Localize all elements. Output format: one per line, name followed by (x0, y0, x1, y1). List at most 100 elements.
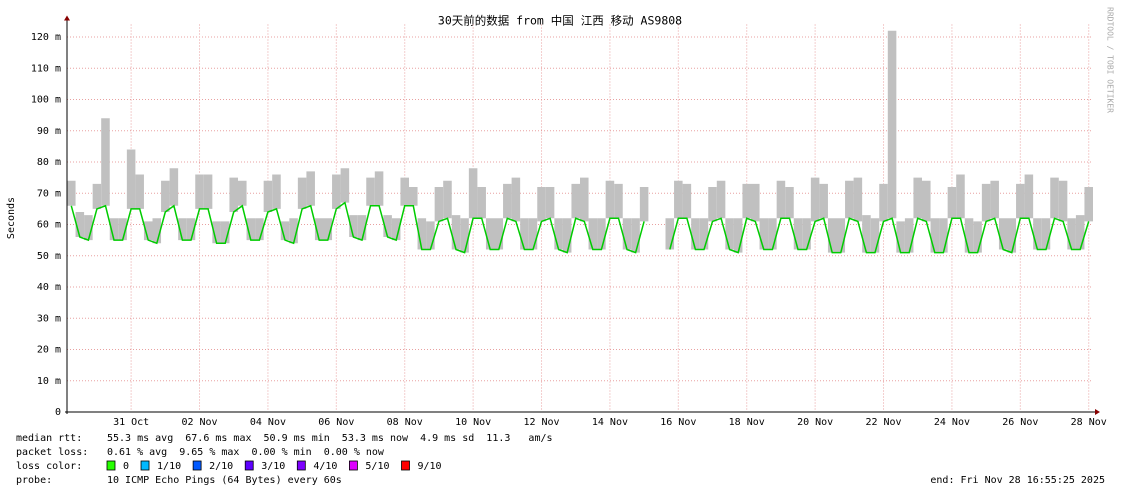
loss-swatch (244, 460, 254, 471)
y-arrow (64, 15, 70, 21)
loss-color-text: 5/10 (365, 461, 389, 472)
smoke (212, 221, 221, 244)
loss-color-text: 4/10 (313, 461, 337, 472)
smoke (503, 183, 512, 219)
x-tick-label: 10 Nov (455, 417, 491, 428)
smoke (751, 183, 760, 222)
smoke (357, 215, 367, 241)
x-arrow (1095, 409, 1100, 415)
x-tick-label: 24 Nov (934, 417, 970, 428)
smoke (135, 174, 144, 209)
smoke (1075, 215, 1085, 250)
loss-color-text: 9/10 (418, 461, 442, 472)
smoke (109, 218, 119, 241)
median-line (70, 201, 1090, 254)
smoke (904, 218, 914, 253)
smoke (383, 215, 392, 237)
y-axis-label: Seconds (6, 197, 17, 239)
smoke (597, 218, 606, 250)
smoke (400, 177, 409, 206)
smoke (220, 221, 230, 244)
smoke (1058, 180, 1068, 222)
smoke (340, 168, 350, 203)
smoke (759, 218, 769, 250)
smoke (665, 218, 675, 250)
y-tick-label: 120 m (31, 32, 61, 43)
smoke (716, 180, 726, 219)
x-tick-label: 02 Nov (181, 417, 217, 428)
smoke (580, 177, 589, 222)
smoke (622, 218, 632, 250)
smoke (810, 177, 820, 222)
loss-swatch (192, 460, 202, 471)
smoke (520, 218, 529, 250)
smoke (67, 180, 76, 206)
smoke (460, 218, 469, 253)
x-tick-label: 22 Nov (865, 417, 901, 428)
smoke (802, 218, 811, 250)
smoke (203, 174, 213, 209)
smoke (1033, 218, 1042, 250)
smoke (947, 187, 957, 219)
stats-label: packet loss: (16, 447, 88, 458)
smoke (776, 180, 786, 219)
smoke (1041, 218, 1051, 250)
smoke (349, 215, 358, 237)
smoke (879, 183, 888, 222)
smoke (178, 218, 187, 241)
smoke (263, 180, 273, 212)
y-tick-label: 110 m (31, 63, 61, 74)
smoke (990, 180, 999, 219)
y-tick-label: 0 (55, 407, 61, 418)
smoke (836, 218, 846, 253)
y-tick-label: 60 m (37, 220, 61, 231)
loss-color-text: 2/10 (209, 461, 233, 472)
smoke (468, 168, 478, 219)
probe-text: 10 ICMP Echo Pings (64 Bytes) every 60s (107, 475, 342, 486)
smoke (819, 183, 828, 219)
x-tick-label: 16 Nov (660, 417, 696, 428)
smoke (161, 180, 170, 212)
smoke (742, 183, 751, 219)
smoke (639, 187, 649, 222)
smoke (554, 218, 563, 250)
smoke (981, 183, 991, 222)
smoke (768, 218, 777, 250)
y-tick-label: 40 m (37, 282, 61, 293)
loss-color-label: loss color: (16, 461, 82, 472)
smoke (939, 218, 948, 253)
smoke (366, 177, 375, 206)
smoke (238, 180, 247, 206)
smoke (956, 174, 965, 219)
loss-swatch (401, 460, 410, 471)
y-tick-label: 70 m (37, 188, 61, 199)
smoke (477, 187, 486, 219)
smoke (143, 221, 153, 241)
smoke (725, 218, 734, 250)
smoke (297, 177, 307, 209)
smoke (443, 180, 452, 219)
smoke (152, 218, 162, 244)
smoke (571, 183, 580, 219)
smoke (887, 30, 897, 219)
smoke (229, 177, 238, 212)
smoke (545, 187, 555, 219)
smoke (246, 218, 256, 241)
smoke (494, 218, 504, 250)
smoke (314, 218, 324, 241)
x-tick-label: 08 Nov (387, 417, 423, 428)
x-tick-label: 28 Nov (1071, 417, 1107, 428)
x-tick-label: 18 Nov (729, 417, 765, 428)
smoke (280, 221, 290, 241)
smoke (92, 183, 102, 209)
smoke (699, 218, 709, 250)
y-tick-label: 50 m (37, 251, 61, 262)
smoke (417, 218, 427, 250)
smoke (434, 187, 444, 222)
stats-text: 55.3 ms avg 67.6 ms max 50.9 ms min 53.3… (107, 433, 553, 444)
smoke (998, 218, 1008, 250)
probe-label: probe: (16, 475, 52, 486)
smoke (973, 221, 982, 253)
smoke (862, 215, 871, 253)
x-tick-label: 14 Nov (592, 417, 628, 428)
